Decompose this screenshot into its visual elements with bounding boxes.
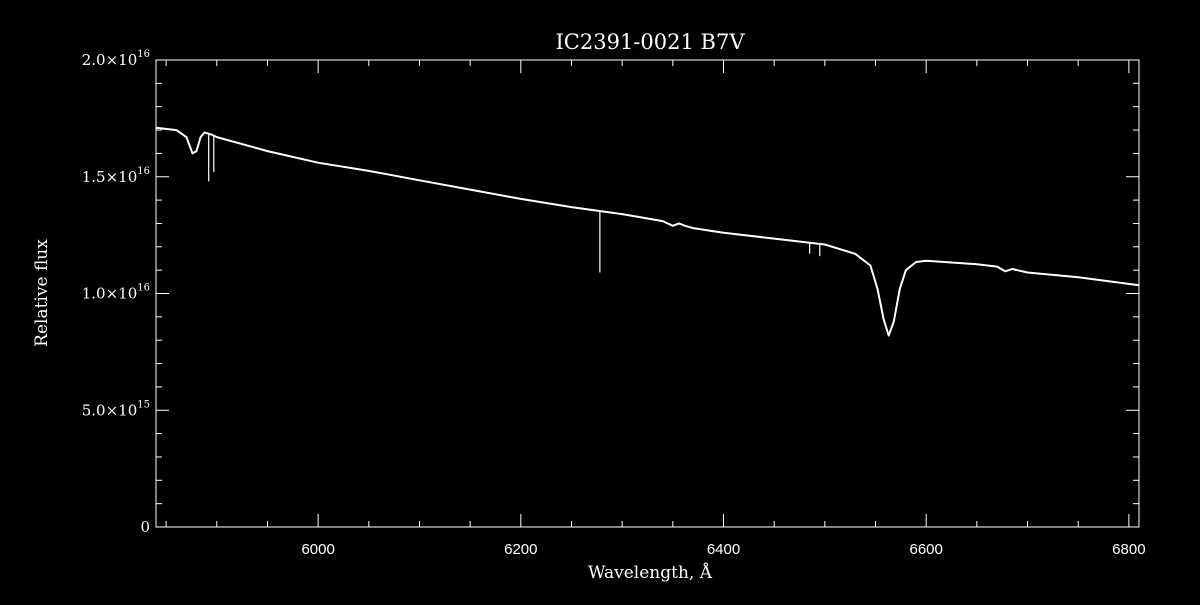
y-tick-exponent: 16 — [137, 49, 150, 60]
x-tick-label: 6000 — [301, 541, 334, 558]
x-tick-label: 6600 — [909, 541, 942, 558]
y-tick-label: 1.5×1016 — [82, 166, 150, 186]
y-tick-mantissa: 1.5×10 — [82, 168, 138, 186]
y-tick-mantissa: 5.0×10 — [82, 401, 138, 419]
spectrum-line — [155, 126, 1140, 337]
y-tick-mantissa: 2.0×10 — [82, 51, 138, 69]
y-tick-exponent: 16 — [137, 166, 150, 177]
x-tick-label: 6800 — [1112, 541, 1145, 558]
y-tick-label: 0 — [140, 518, 150, 536]
absorption-spikes — [208, 133, 821, 273]
y-tick-label: 5.0×1015 — [82, 399, 150, 419]
y-axis-label: Relative flux — [32, 239, 52, 347]
x-tick-label: 6400 — [707, 541, 740, 558]
y-tick-exponent: 16 — [137, 283, 150, 294]
y-tick-mantissa: 1.0×10 — [82, 285, 138, 303]
y-tick-label: 2.0×1016 — [82, 49, 150, 69]
tick-marks — [156, 59, 1139, 528]
x-axis-label: Wavelength, Å — [588, 562, 713, 583]
plot-frame — [155, 59, 1140, 528]
chart-title: IC2391-0021 B7V — [556, 30, 746, 54]
y-tick-exponent: 15 — [137, 399, 150, 410]
y-tick-label: 1.0×1016 — [82, 283, 150, 303]
y-tick-mantissa: 0 — [140, 518, 150, 536]
x-tick-label: 6200 — [504, 541, 537, 558]
x-tick-labels: 6000 6200 6400 6600 6800 — [301, 541, 1145, 558]
